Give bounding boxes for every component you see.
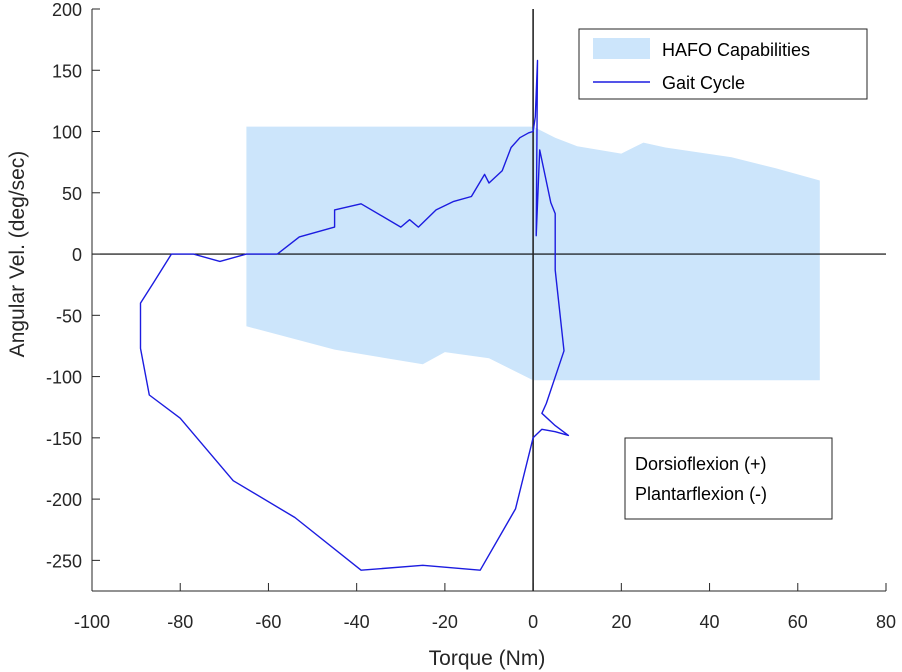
x-tick-label: 80 (876, 612, 896, 632)
x-tick-label: 60 (788, 612, 808, 632)
x-tick-label: -60 (255, 612, 281, 632)
annotation-dorsiflexion: Dorsioflexion (+) (635, 454, 767, 474)
y-axis-ticks: -250 -200 -150 -100 -50 0 50 100 150 200 (46, 0, 100, 571)
legend: HAFO Capabilities Gait Cycle (578, 28, 868, 100)
y-tick-label: -50 (56, 306, 82, 326)
x-tick-label: -20 (432, 612, 458, 632)
y-tick-label: 100 (52, 123, 82, 143)
annotation-frame (624, 437, 833, 520)
y-tick-label: 200 (52, 0, 82, 20)
y-tick-label: -200 (46, 490, 82, 510)
x-tick-label: -40 (344, 612, 370, 632)
x-axis-ticks: -100 -80 -60 -40 -20 0 20 40 60 80 (74, 583, 896, 632)
x-tick-label: 40 (700, 612, 720, 632)
legend-swatch-hafo (593, 38, 650, 59)
y-tick-label: 150 (52, 61, 82, 81)
x-tick-label: -80 (167, 612, 193, 632)
legend-label-hafo: HAFO Capabilities (662, 40, 810, 60)
axes (91, 9, 886, 592)
annotation-box: Dorsioflexion (+) Plantarflexion (-) (624, 437, 833, 520)
reference-lines (92, 9, 886, 591)
y-tick-label: 50 (62, 184, 82, 204)
x-tick-label: 20 (611, 612, 631, 632)
x-tick-label: 0 (528, 612, 538, 632)
x-tick-label: -100 (74, 612, 110, 632)
gait-cycle-line (139, 59, 570, 571)
y-tick-label: 0 (72, 245, 82, 265)
y-tick-label: -100 (46, 368, 82, 388)
y-tick-label: -250 (46, 551, 82, 571)
y-tick-label: -150 (46, 429, 82, 449)
x-axis-title: Torque (Nm) (429, 647, 546, 670)
annotation-plantarflexion: Plantarflexion (-) (635, 484, 767, 504)
y-axis-title: Angular Vel. (deg/sec) (6, 151, 29, 358)
legend-label-gait: Gait Cycle (662, 73, 745, 93)
